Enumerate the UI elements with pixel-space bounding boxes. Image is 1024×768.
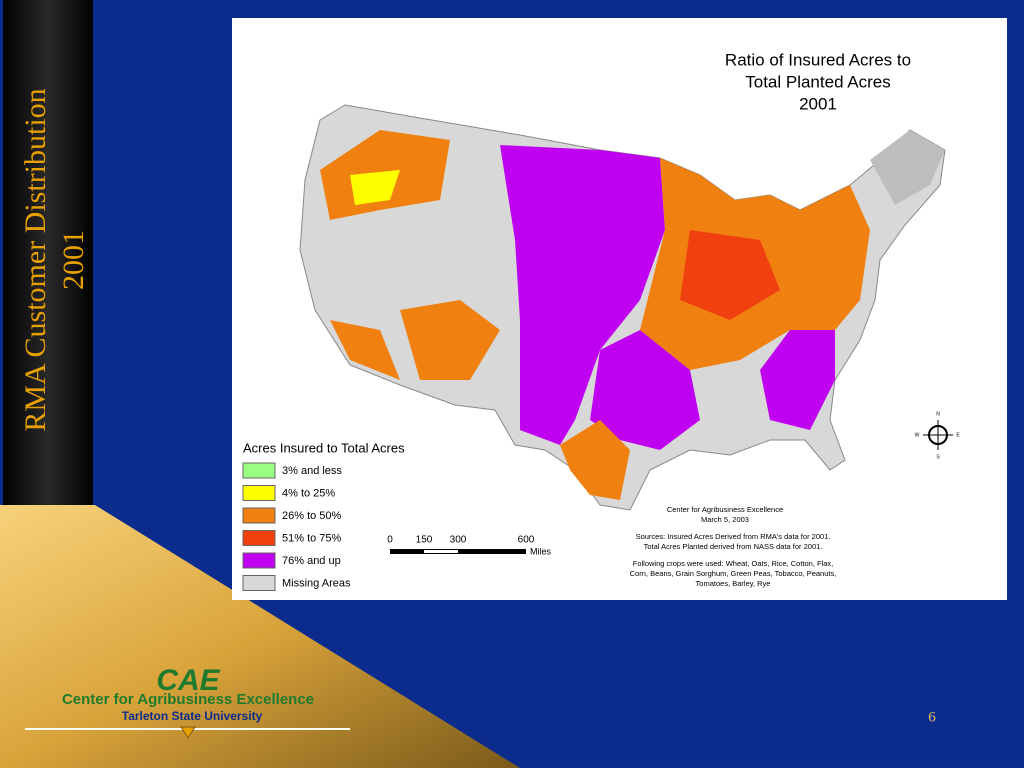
legend-label: 51% to 75% <box>282 532 342 544</box>
compass-s: S <box>936 454 940 460</box>
legend-swatch <box>242 530 276 546</box>
compass <box>923 420 953 450</box>
logo-name: Center for Agribusiness Excellence <box>62 691 314 708</box>
note-line: Tomatoes, Barley, Rye <box>696 579 771 588</box>
scale-tick-label: 150 <box>416 535 433 546</box>
legend-label: 76% and up <box>282 555 341 567</box>
legend-label: Missing Areas <box>282 577 351 589</box>
notes: Center for Agribusiness ExcellenceMarch … <box>630 505 837 588</box>
region-plains <box>500 145 665 445</box>
logo-acronym: CAE <box>156 664 220 697</box>
region-california <box>330 320 400 380</box>
region-palouse <box>350 170 400 205</box>
map-title-line: Ratio of Insured Acres to <box>725 50 911 69</box>
scale-unit: Miles <box>530 546 552 556</box>
scale-tick-label: 0 <box>387 535 393 546</box>
sidebar-title: RMA Customer Distribution <box>19 88 52 431</box>
credit-line: March 5, 2003 <box>701 515 749 524</box>
sidebar <box>3 0 93 505</box>
region-southwest <box>400 300 500 380</box>
legend-swatch <box>242 575 276 591</box>
legend-label: 26% to 50% <box>282 510 342 522</box>
scale-bar-segment <box>424 550 458 553</box>
legend-label: 3% and less <box>282 465 342 477</box>
us-map <box>299 104 946 511</box>
note-line: Following crops were used: Wheat, Oats, … <box>633 559 834 568</box>
legend-swatch <box>242 552 276 569</box>
compass-n: N <box>936 411 940 417</box>
gold-band <box>0 505 520 768</box>
note-line: Corn, Beans, Grain Sorghum, Green Peas, … <box>630 569 837 578</box>
page-number: 6 <box>928 709 936 725</box>
legend-swatch <box>242 485 276 501</box>
scale-tick-label: 300 <box>450 535 467 546</box>
region-cornbelt <box>680 230 780 320</box>
compass-w: W <box>915 432 920 438</box>
logo-university: Tarleton State University <box>122 709 263 723</box>
legend-swatch <box>242 462 276 479</box>
logo: CAE Center for Agribusiness Excellence T… <box>25 664 350 739</box>
legend: 3% and less 4% to 25% 26% to 50% 51% to 75%… <box>242 462 351 591</box>
map-title: Ratio of Insured Acres to Total Planted A… <box>725 50 911 113</box>
region-southeast <box>760 330 835 430</box>
note-line: Sources: Insured Acres Derived from RMA'… <box>636 532 831 541</box>
region-texas <box>560 420 630 500</box>
map-title-line: Total Planted Acres <box>745 72 891 91</box>
note-line: Total Acres Planted derived from NASS da… <box>644 542 823 551</box>
sidebar-year: 2001 <box>57 230 90 290</box>
region-newengland <box>870 130 945 205</box>
map-title-line: 2001 <box>799 94 837 113</box>
legend-swatch <box>242 507 276 524</box>
scale-tick-label: 600 <box>518 535 535 546</box>
region-delta <box>590 330 700 450</box>
compass-e: E <box>956 432 960 438</box>
legend-title: Acres Insured to Total Acres <box>243 440 405 455</box>
legend-label: 4% to 25% <box>282 487 335 499</box>
credit-line: Center for Agribusiness Excellence <box>667 505 783 514</box>
